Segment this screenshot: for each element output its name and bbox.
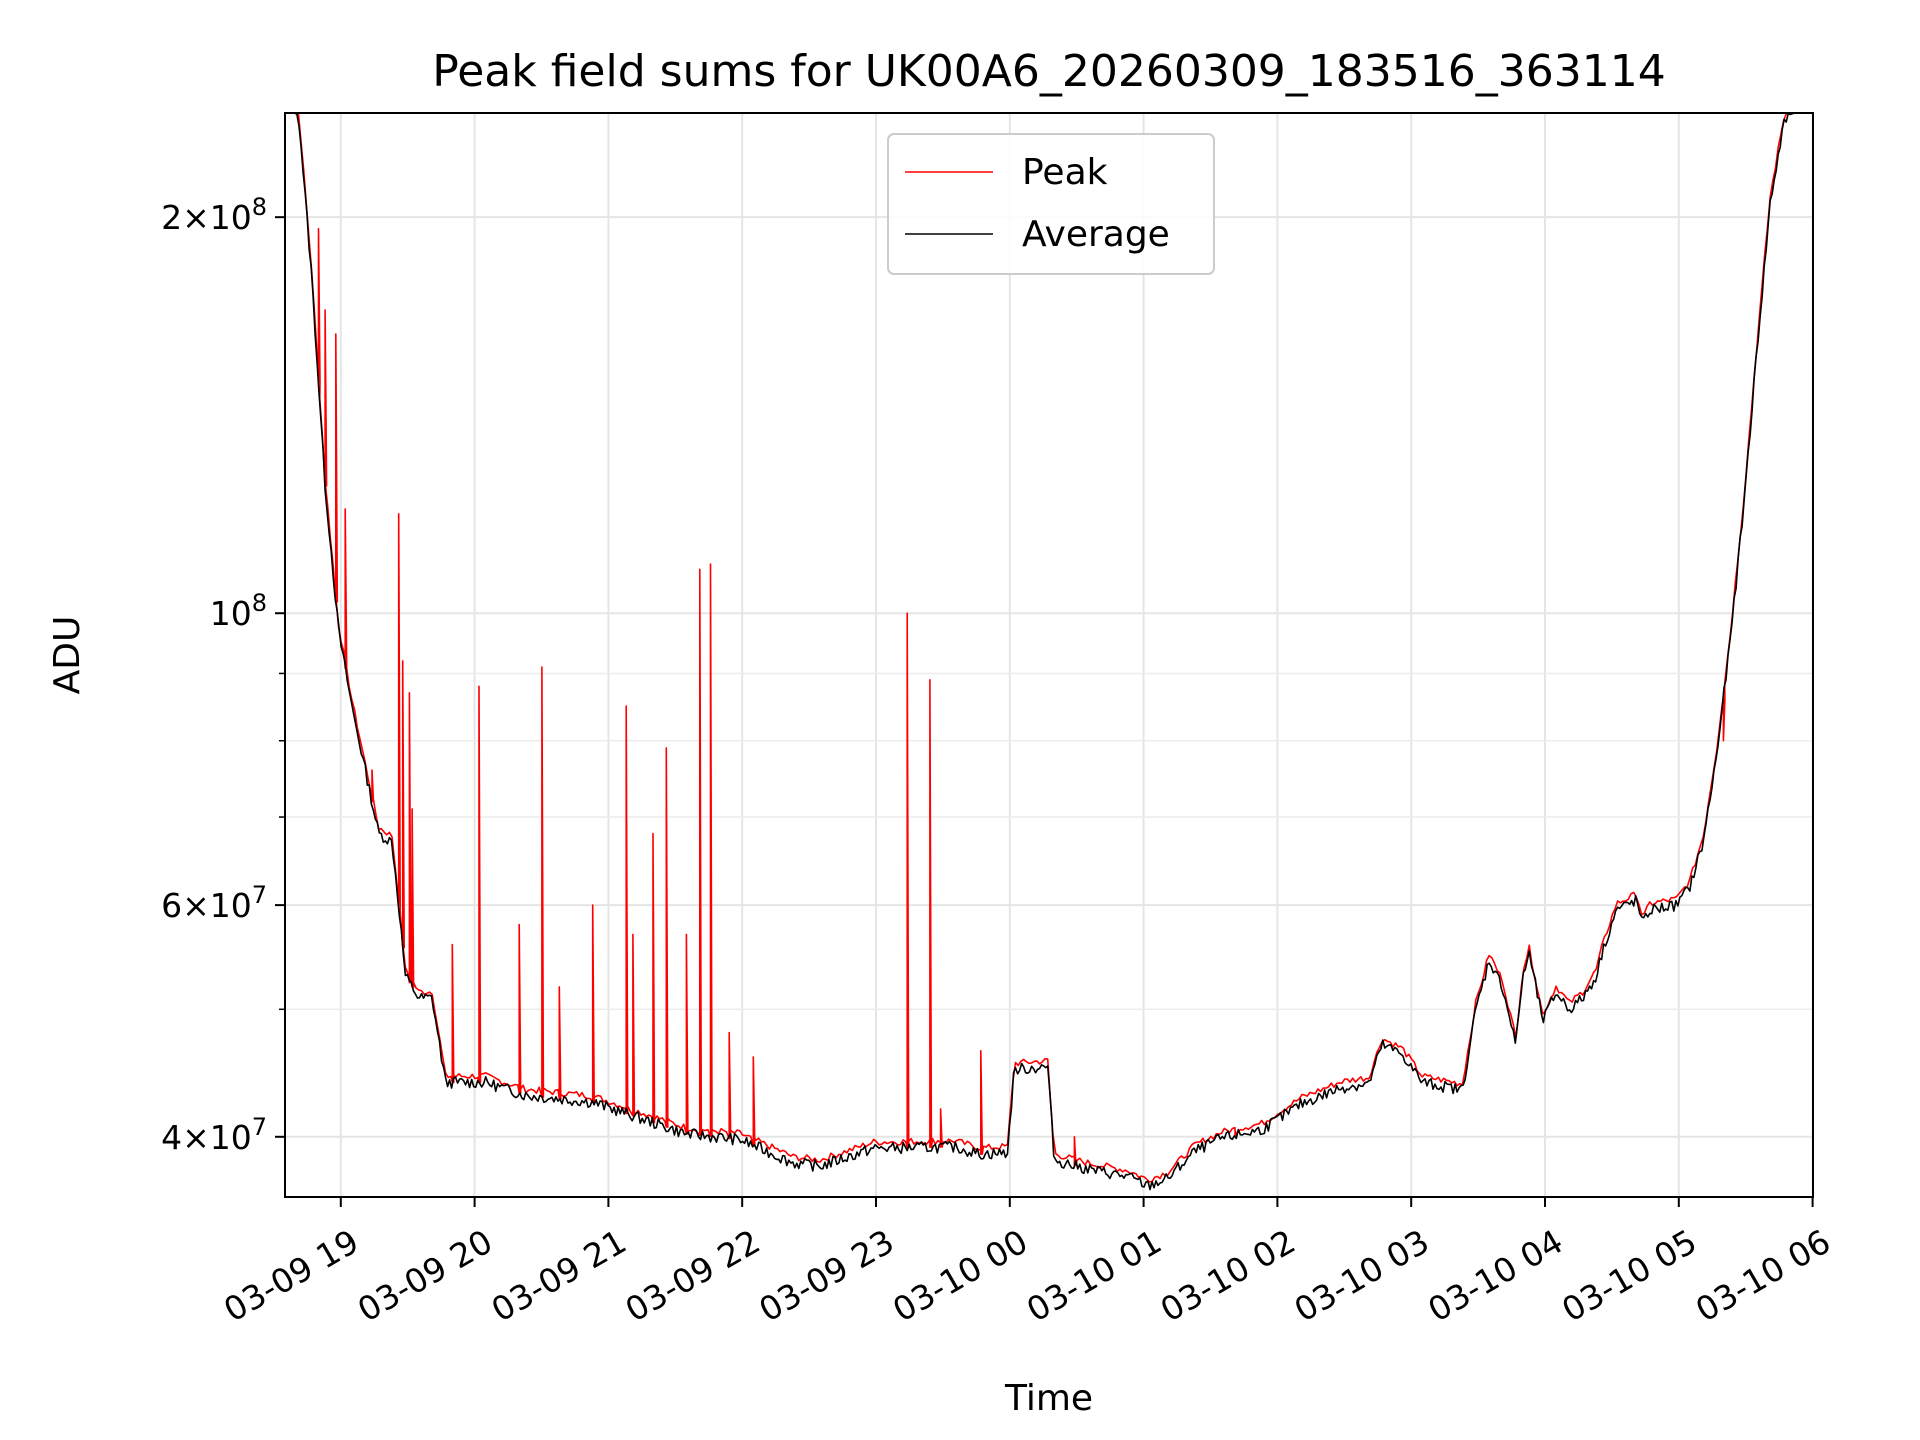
legend: Peak Average <box>887 133 1215 275</box>
y-tick-label: 4×107 <box>161 1113 267 1157</box>
series-group <box>285 112 1813 1191</box>
series-line-average <box>285 112 1813 1191</box>
legend-box <box>887 133 1215 275</box>
legend-entry-peak: Peak <box>1022 152 1108 193</box>
x-axis-label: Time <box>1004 1378 1093 1419</box>
y-axis: 4×107 6×107 108 2×108 <box>161 193 285 1157</box>
legend-entry-average: Average <box>1022 214 1170 255</box>
chart-title: Peak field sums for UK00A6_20260309_1835… <box>432 46 1665 97</box>
series-line-peak <box>285 112 1813 1183</box>
y-axis-label: ADU <box>47 616 88 695</box>
grid <box>285 113 1814 1197</box>
plot-frame <box>284 112 1814 1198</box>
y-tick-label: 6×107 <box>161 881 267 925</box>
y-tick-label: 2×108 <box>161 193 267 237</box>
y-tick-label: 108 <box>210 589 267 633</box>
